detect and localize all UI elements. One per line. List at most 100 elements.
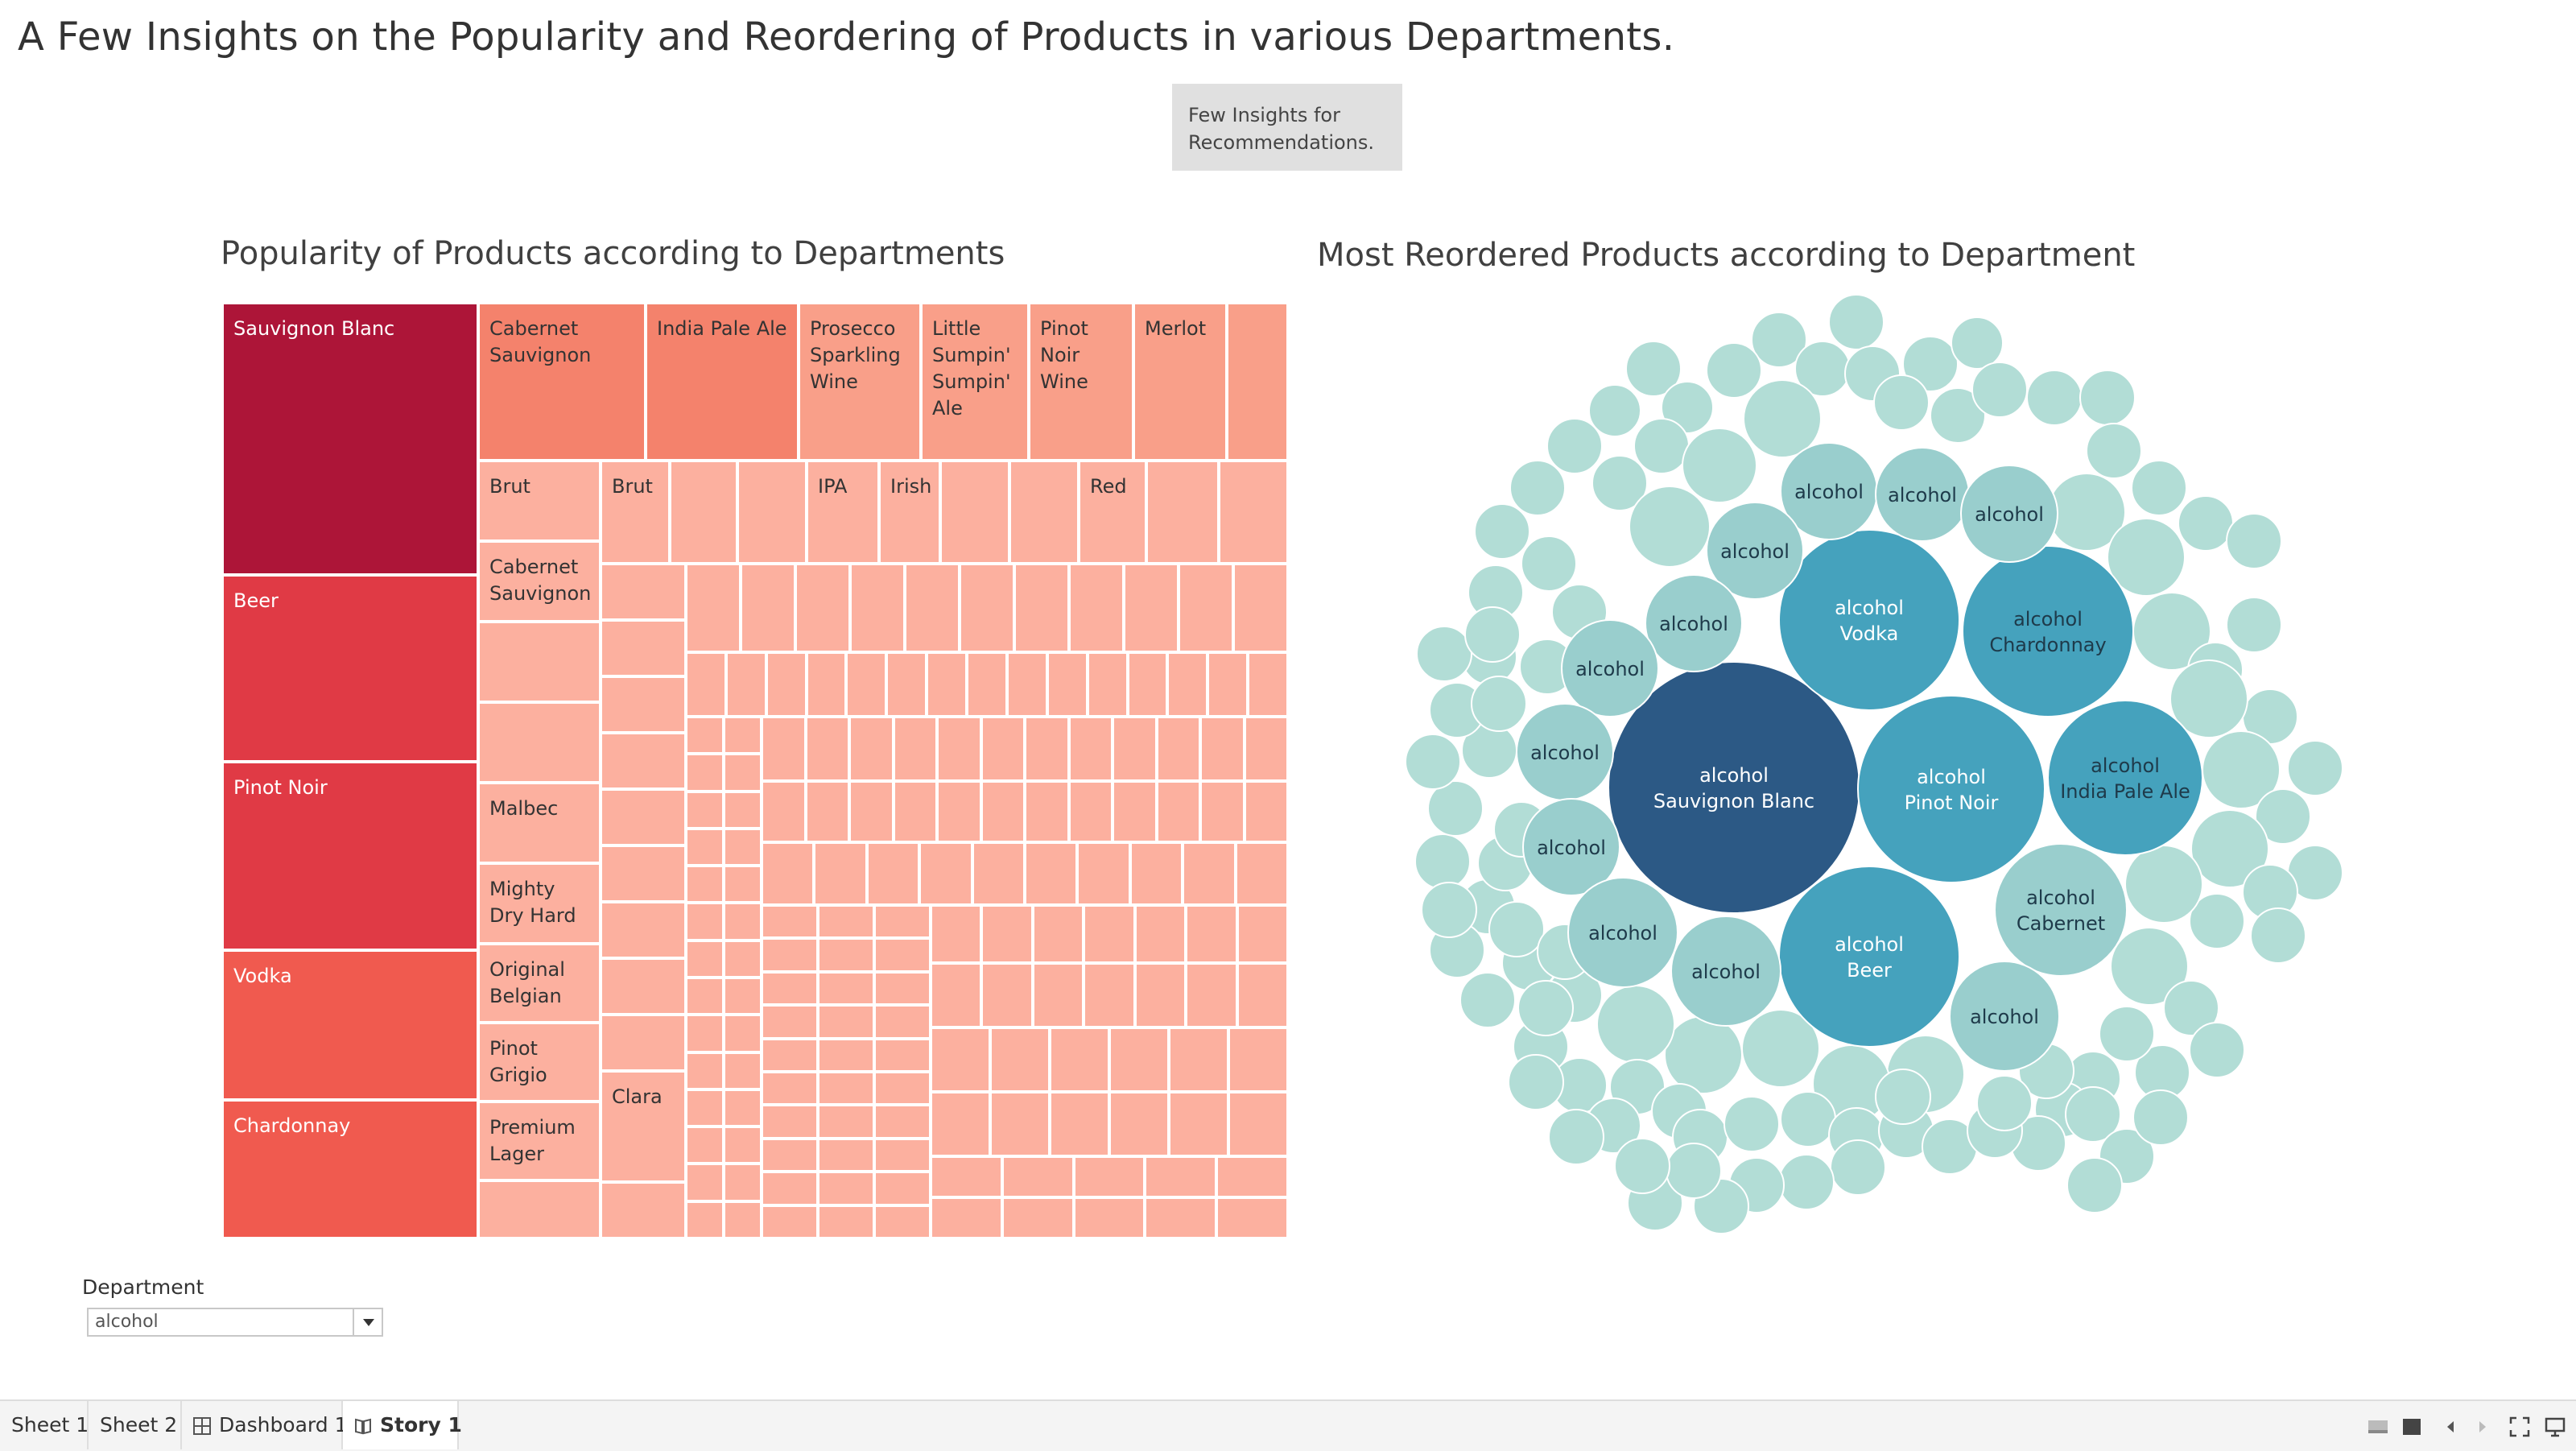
bubble[interactable]	[1596, 985, 1675, 1064]
bubble-circle[interactable]	[1567, 877, 1678, 988]
treemap-cell[interactable]	[818, 1005, 874, 1039]
bubble[interactable]	[1521, 535, 1577, 592]
treemap-cell[interactable]	[1113, 781, 1157, 842]
treemap-cell-red[interactable]: Red	[1079, 461, 1146, 564]
treemap-cell[interactable]	[601, 564, 686, 620]
treemap-cell[interactable]	[1216, 1197, 1288, 1238]
treemap-cell[interactable]	[1006, 652, 1047, 717]
bubble[interactable]	[1546, 418, 1603, 474]
treemap-cell[interactable]	[601, 676, 686, 733]
department-filter-dropdown[interactable]: alcohol	[87, 1308, 383, 1337]
treemap-cell[interactable]	[850, 564, 905, 652]
treemap-cell[interactable]	[1014, 564, 1069, 652]
bubble[interactable]	[2169, 659, 2248, 738]
treemap-cell[interactable]	[1073, 1156, 1146, 1197]
bubble[interactable]	[2226, 597, 2282, 653]
bubble-vodka[interactable]: alcohol Vodka	[1778, 529, 1960, 711]
treemap-cell[interactable]	[805, 717, 849, 781]
treemap-cell[interactable]	[762, 842, 815, 905]
treemap-cell[interactable]	[762, 1172, 818, 1205]
treemap-cell[interactable]	[766, 652, 807, 717]
bubble[interactable]	[2086, 423, 2142, 479]
treemap-cell[interactable]	[1169, 1092, 1228, 1156]
treemap-cell[interactable]	[725, 652, 766, 717]
treemap-cell[interactable]	[818, 1038, 874, 1072]
treemap-cell[interactable]	[686, 1126, 724, 1164]
treemap-cell[interactable]	[601, 1015, 686, 1071]
treemap-cell[interactable]	[866, 842, 920, 905]
treemap-cell[interactable]	[686, 1164, 724, 1201]
story-point-caption[interactable]: Few Insights for Recommendations.	[1172, 84, 1402, 171]
treemap-cell[interactable]	[724, 1089, 762, 1127]
bubble-circle[interactable]	[1670, 916, 1781, 1027]
treemap-cell[interactable]	[1025, 842, 1078, 905]
treemap-cell[interactable]	[478, 1180, 601, 1238]
bubble[interactable]	[1416, 626, 1472, 682]
treemap-cell[interactable]	[1235, 842, 1288, 905]
treemap-cell[interactable]	[1169, 1027, 1228, 1092]
treemap-cell[interactable]	[1200, 781, 1245, 842]
treemap-cell[interactable]	[818, 1172, 874, 1205]
bubble[interactable]	[1629, 486, 1711, 568]
treemap-cell-brut-1[interactable]: Brut	[478, 461, 601, 541]
treemap-chart[interactable]: Sauvignon Blanc Beer Pinot Noir Vodka Chardo…	[222, 303, 1288, 1238]
treemap-cell[interactable]	[1084, 963, 1135, 1027]
treemap-cell[interactable]	[931, 1092, 990, 1156]
treemap-cell[interactable]	[686, 717, 724, 754]
show-sheet-icon[interactable]	[2401, 1416, 2423, 1438]
treemap-cell[interactable]	[1233, 564, 1288, 652]
bubble-circle[interactable]	[1645, 574, 1743, 672]
bubble-small-1[interactable]: alcohol	[1780, 442, 1878, 540]
bubble-small-4[interactable]: alcohol	[1645, 574, 1743, 672]
treemap-cell-brut-2[interactable]: Brut	[601, 461, 670, 564]
bubble[interactable]	[1664, 1015, 1743, 1094]
bubble-circle[interactable]	[1561, 619, 1659, 717]
bubble-circle[interactable]	[1994, 843, 2128, 977]
treemap-cell[interactable]	[1156, 781, 1200, 842]
bubble-small-7[interactable]: alcohol	[1522, 798, 1620, 896]
bubble-circle[interactable]	[1962, 545, 2134, 717]
bubble-small-6[interactable]: alcohol	[1516, 703, 1614, 801]
bubble[interactable]	[1405, 734, 1461, 790]
bubble-circle[interactable]	[1706, 502, 1804, 600]
treemap-cell[interactable]	[686, 903, 724, 940]
tab-sheet-1[interactable]: Sheet 1	[0, 1401, 89, 1449]
treemap-cell[interactable]	[737, 461, 807, 564]
bubble-sauvignon-blanc[interactable]: alcohol Sauvignon Blanc	[1608, 661, 1860, 914]
treemap-cell[interactable]	[724, 1164, 762, 1201]
treemap-cell[interactable]	[601, 845, 686, 902]
treemap-cell[interactable]	[686, 791, 724, 829]
treemap-cell[interactable]	[990, 1092, 1050, 1156]
bubble[interactable]	[1743, 379, 1822, 458]
toggle-tabs-icon[interactable]	[2367, 1416, 2389, 1438]
treemap-cell[interactable]	[1248, 652, 1288, 717]
treemap-cell[interactable]	[874, 1005, 931, 1039]
treemap-cell[interactable]	[931, 1027, 990, 1092]
bubble-circle[interactable]	[1522, 798, 1620, 896]
treemap-cell[interactable]	[990, 1027, 1050, 1092]
treemap-cell[interactable]	[818, 905, 874, 939]
treemap-cell[interactable]	[1032, 905, 1084, 963]
treemap-cell[interactable]	[931, 963, 982, 1027]
bubble-circle[interactable]	[2047, 700, 2203, 856]
treemap-cell[interactable]	[849, 717, 894, 781]
treemap-cell[interactable]	[1227, 303, 1288, 461]
bubble[interactable]	[1780, 1091, 1836, 1147]
bubble-small-11[interactable]: alcohol	[1960, 465, 2058, 563]
treemap-cell[interactable]	[874, 1138, 931, 1172]
bubble[interactable]	[1464, 606, 1521, 663]
treemap-cell[interactable]	[806, 652, 847, 717]
treemap-cell[interactable]	[1050, 1027, 1109, 1092]
bubble[interactable]	[1661, 381, 1714, 434]
treemap-cell[interactable]	[1219, 461, 1288, 564]
bubble[interactable]	[2131, 460, 2187, 516]
bubble[interactable]	[1778, 1154, 1835, 1210]
bubble-small-8[interactable]: alcohol	[1567, 877, 1678, 988]
treemap-cell[interactable]	[905, 564, 960, 652]
treemap-cell[interactable]	[1228, 1027, 1288, 1092]
treemap-cell[interactable]	[931, 1197, 1002, 1238]
chevron-down-icon[interactable]	[353, 1309, 382, 1335]
treemap-cell[interactable]	[814, 842, 867, 905]
treemap-cell[interactable]	[874, 971, 931, 1006]
bubble[interactable]	[2287, 740, 2343, 796]
